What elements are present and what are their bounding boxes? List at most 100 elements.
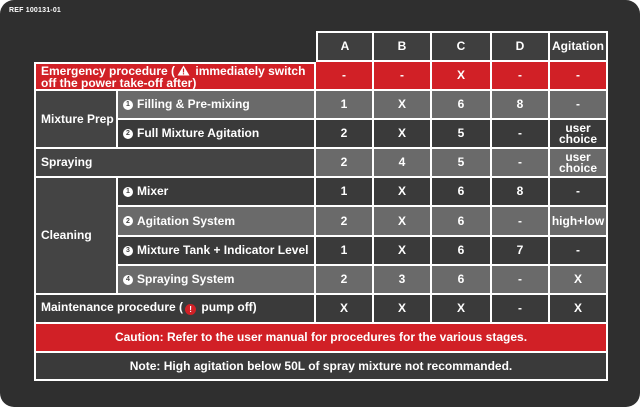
cleaning-row-3-cell-a: 1 — [316, 237, 374, 266]
mixture-prep-label: Mixture Prep — [41, 111, 114, 126]
cell-value: 2 — [340, 126, 348, 140]
spraying-label: Spraying — [34, 149, 316, 178]
cell-value: 1 — [340, 97, 348, 111]
step-number-icon: 4 — [123, 274, 133, 285]
step-label: Spraying System — [137, 272, 235, 286]
cell-value: 6 — [457, 97, 465, 111]
cell-value: 2 — [340, 155, 348, 169]
cleaning-row-2-cell-a: 2 — [316, 207, 374, 237]
cell-value: X — [397, 126, 406, 140]
cell-value: - — [576, 97, 580, 111]
cell-value: 6 — [457, 243, 465, 257]
maintenance-text-post: pump off) — [198, 300, 257, 314]
mixture-prep-group: Mixture Prep — [34, 91, 118, 149]
mixture-prep-step-2: 2 Full Mixture Agitation — [118, 120, 316, 149]
cell-value: - — [342, 68, 346, 82]
mixture-prep-row-2-cell-c: 5 — [432, 120, 492, 149]
note-text: Note: High agitation below 50L of spray … — [129, 358, 513, 373]
mixture-prep-row-2-cell-d: - — [492, 120, 550, 149]
maintenance-text-pre: Maintenance procedure ( — [41, 300, 184, 314]
cleaning-row-2-cell-c: 6 — [432, 207, 492, 237]
caution-text: Caution: Refer to the user manual for pr… — [114, 330, 528, 344]
column-header-label: B — [397, 39, 407, 53]
cell-value: 4 — [398, 155, 406, 169]
mixture-prep-row-2-cell-agitation: user choice — [550, 120, 608, 149]
cell-value: 5 — [457, 126, 465, 140]
cell-value: 6 — [457, 184, 465, 198]
cleaning-row-1-cell-d: 8 — [492, 178, 550, 207]
cleaning-row-3-cell-b: X — [374, 237, 432, 266]
cell-value: X — [397, 243, 406, 257]
cell-value: - — [576, 68, 580, 82]
warning-icon — [177, 65, 190, 76]
cell-value: - — [400, 68, 404, 82]
mixture-prep-row-1-cell-b: X — [374, 91, 432, 120]
mixture-prep-row-1-cell-agitation: - — [550, 91, 608, 120]
cleaning-step-4: 4 Spraying System — [118, 266, 316, 295]
cell-value: 8 — [516, 97, 524, 111]
column-header-a: A — [316, 31, 374, 62]
cleaning-row-3-cell-agitation: - — [550, 237, 608, 266]
cell-value: 8 — [516, 184, 524, 198]
step-number-icon: 2 — [123, 216, 133, 226]
cell-value: - — [518, 301, 522, 315]
cleaning-label: Cleaning — [41, 228, 92, 242]
spraying-row-cell-b: 4 — [374, 149, 432, 178]
emergency-row-cell-b: - — [374, 62, 432, 91]
emergency-text-pre: Emergency procedure ( — [41, 63, 176, 78]
cleaning-row-4-cell-b: 3 — [374, 266, 432, 295]
emergency-text-post: immediately switch off the power take-of… — [41, 63, 306, 90]
maintenance-procedure-label: Maintenance procedure (! pump off) — [34, 295, 316, 324]
emergency-row-cell-a: - — [316, 62, 374, 91]
column-header-label: A — [340, 39, 350, 53]
cleaning-row-4-cell-agitation: X — [550, 266, 608, 295]
mixture-prep-row-1-cell-a: 1 — [316, 91, 374, 120]
mixture-prep-row-1-cell-c: 6 — [432, 91, 492, 120]
cell-value: X — [397, 97, 406, 111]
cell-value: 6 — [457, 272, 465, 286]
cell-value: 1 — [340, 243, 348, 257]
cell-value: user choice — [558, 149, 597, 175]
step-label: Filling & Pre-mixing — [137, 97, 250, 111]
column-header-label: Agitation — [552, 39, 604, 53]
cell-value: X — [573, 301, 582, 315]
cell-value: 2 — [340, 272, 348, 286]
step-label: Mixture Tank + Indicator Level — [137, 243, 309, 257]
note-banner: Note: High agitation below 50L of spray … — [34, 353, 608, 381]
cell-value: 2 — [340, 213, 348, 228]
spraying-row-cell-a: 2 — [316, 149, 374, 178]
cell-value: X — [456, 68, 465, 82]
reference-code: REF 100131-01 — [9, 7, 62, 14]
maintenance-row-cell-b: X — [374, 295, 432, 324]
cell-value: - — [518, 155, 522, 169]
cleaning-row-4-cell-a: 2 — [316, 266, 374, 295]
column-header-d: D — [492, 31, 550, 62]
cell-value: X — [456, 301, 465, 315]
cell-value: - — [518, 126, 522, 140]
column-header-c: C — [432, 31, 492, 62]
cleaning-row-2-cell-b: X — [374, 207, 432, 237]
cell-value: X — [397, 213, 406, 228]
emergency-row-cell-d: - — [492, 62, 550, 91]
cell-value: 7 — [516, 243, 524, 257]
cell-value: - — [518, 213, 522, 228]
emergency-row-cell-c: X — [432, 62, 492, 91]
maintenance-row-cell-a: X — [316, 295, 374, 324]
cell-value: X — [397, 184, 406, 198]
cleaning-row-3-cell-c: 6 — [432, 237, 492, 266]
mixture-prep-row-2-cell-a: 2 — [316, 120, 374, 149]
cell-value: X — [397, 301, 406, 315]
spraying-row-cell-c: 5 — [432, 149, 492, 178]
cell-value: 6 — [457, 213, 465, 228]
cleaning-row-1-cell-b: X — [374, 178, 432, 207]
mixture-prep-row-2-cell-b: X — [374, 120, 432, 149]
cleaning-step-1: 1 Mixer — [118, 178, 316, 207]
maintenance-text: Maintenance procedure (! pump off) — [41, 300, 257, 315]
maintenance-row-cell-agitation: X — [550, 295, 608, 324]
cleaning-step-3: 3 Mixture Tank + Indicator Level — [118, 237, 316, 266]
cell-value: 3 — [398, 272, 406, 286]
step-number-icon: 2 — [123, 128, 133, 139]
mixture-prep-step-1: 1 Filling & Pre-mixing — [118, 91, 316, 120]
step-number-icon: 1 — [123, 99, 133, 110]
